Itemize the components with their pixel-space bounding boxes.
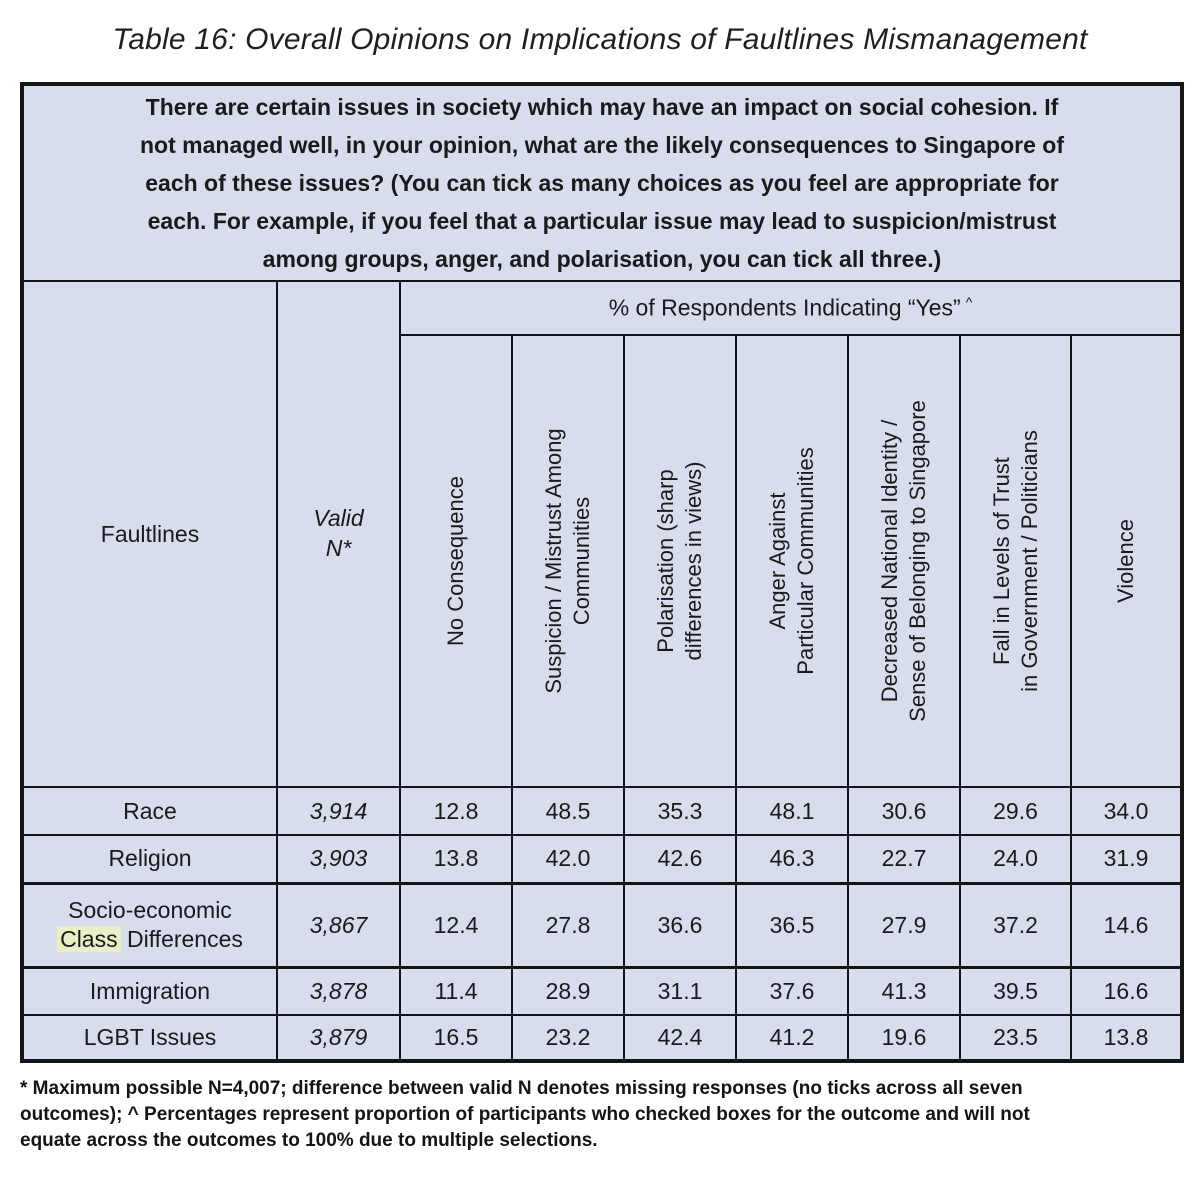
col-header-anger-against-communities: Anger Against Particular Communities: [735, 334, 849, 788]
table-16: There are certain issues in society whic…: [20, 82, 1184, 1063]
value-cell: 41.3: [847, 965, 961, 1016]
valid-n-value: 3,914: [276, 786, 401, 836]
value-cell: 22.7: [847, 834, 961, 884]
value-cell: 14.6: [1070, 881, 1183, 968]
table-row-immigration: Immigration 3,878 11.4 28.9 31.1 37.6 41…: [21, 965, 1183, 1016]
col-header-suspicion-mistrust: Suspicion / Mistrust Among Communities: [511, 334, 625, 788]
value-cell: 35.3: [623, 786, 737, 836]
faultlines-column-header: Faultlines: [21, 280, 278, 788]
row-label-immigration: Immigration: [21, 965, 278, 1016]
value-cell: 12.8: [399, 786, 513, 836]
value-cell: 27.9: [847, 881, 961, 968]
value-cell: 48.5: [511, 786, 625, 836]
col-header-label: No Consequence: [443, 476, 469, 647]
value-cell: 39.5: [959, 965, 1072, 1016]
value-cell: 37.6: [735, 965, 849, 1016]
value-cell: 42.0: [511, 834, 625, 884]
valid-n-value: 3,903: [276, 834, 401, 884]
value-cell: 24.0: [959, 834, 1072, 884]
col-header-no-consequence: No Consequence: [399, 334, 513, 788]
col-header-label: Polarisation (sharp differences in views…: [653, 461, 706, 661]
value-cell: 36.6: [623, 881, 737, 968]
valid-n-value: 3,879: [276, 1014, 401, 1062]
row-label-race: Race: [21, 786, 278, 836]
value-cell: 42.6: [623, 834, 737, 884]
col-header-decreased-national-identity: Decreased National Identity / Sense of B…: [847, 334, 961, 788]
table-row-socio-economic: Socio-economic Class Differences 3,867 12…: [21, 881, 1183, 968]
header-row-group: Faultlines Valid N* % of Respondents Ind…: [21, 280, 1183, 788]
table-row-race: Race 3,914 12.8 48.5 35.3 48.1 30.6 29.6…: [21, 786, 1183, 836]
row-label-lgbt-issues: LGBT Issues: [21, 1014, 278, 1062]
col-header-label: Violence: [1113, 519, 1139, 603]
col-header-label: Decreased National Identity / Sense of B…: [877, 400, 930, 722]
col-header-fall-in-trust: Fall in Levels of Trust in Government / …: [959, 334, 1072, 788]
col-header-label: Suspicion / Mistrust Among Communities: [541, 428, 594, 694]
value-cell: 37.2: [959, 881, 1072, 968]
col-header-polarisation: Polarisation (sharp differences in views…: [623, 334, 737, 788]
value-cell: 23.2: [511, 1014, 625, 1062]
value-cell: 13.8: [399, 834, 513, 884]
value-cell: 11.4: [399, 965, 513, 1016]
valid-n-column-header: Valid N*: [276, 280, 401, 788]
col-header-violence: Violence: [1070, 334, 1183, 788]
footnote-marker-caret: ^: [965, 294, 973, 311]
value-cell: 12.4: [399, 881, 513, 968]
valid-n-value: 3,878: [276, 965, 401, 1016]
value-cell: 48.1: [735, 786, 849, 836]
value-cell: 36.5: [735, 881, 849, 968]
intro-row: There are certain issues in society whic…: [21, 83, 1183, 282]
value-cell: 29.6: [959, 786, 1072, 836]
table-title: Table 16: Overall Opinions on Implicatio…: [112, 23, 1088, 56]
table-footnote: * Maximum possible N=4,007; difference b…: [20, 1078, 1030, 1152]
survey-question-text: There are certain issues in society whic…: [21, 83, 1183, 282]
row-label-text: Differences: [120, 926, 243, 952]
valid-n-value: 3,867: [276, 881, 401, 968]
value-cell: 27.8: [511, 881, 625, 968]
value-cell: 13.8: [1070, 1014, 1183, 1062]
pct-respondents-header: % of Respondents Indicating “Yes” ^: [399, 280, 1183, 336]
value-cell: 19.6: [847, 1014, 961, 1062]
value-cell: 16.6: [1070, 965, 1183, 1016]
row-label-religion: Religion: [21, 834, 278, 884]
highlighted-term-class: Class: [57, 926, 121, 952]
value-cell: 16.5: [399, 1014, 513, 1062]
value-cell: 42.4: [623, 1014, 737, 1062]
header-row-outcomes: No Consequence Suspicion / Mistrust Amon…: [22, 334, 1183, 788]
value-cell: 23.5: [959, 1014, 1072, 1062]
value-cell: 31.1: [623, 965, 737, 1016]
value-cell: 41.2: [735, 1014, 849, 1062]
row-label-socio-economic-class-differences: Socio-economic Class Differences: [21, 881, 278, 968]
value-cell: 34.0: [1070, 786, 1183, 836]
value-cell: 30.6: [847, 786, 961, 836]
pct-respondents-label: % of Respondents Indicating “Yes”: [608, 294, 961, 321]
row-label-text: Socio-economic: [68, 897, 232, 924]
col-header-label: Fall in Levels of Trust in Government / …: [988, 430, 1042, 692]
value-cell: 46.3: [735, 834, 849, 884]
value-cell: 31.9: [1070, 834, 1183, 884]
table-row-religion: Religion 3,903 13.8 42.0 42.6 46.3 22.7 …: [21, 834, 1183, 884]
table-row-lgbt-issues: LGBT Issues 3,879 16.5 23.2 42.4 41.2 19…: [21, 1014, 1183, 1062]
col-header-label: Anger Against Particular Communities: [765, 447, 818, 675]
value-cell: 28.9: [511, 965, 625, 1016]
